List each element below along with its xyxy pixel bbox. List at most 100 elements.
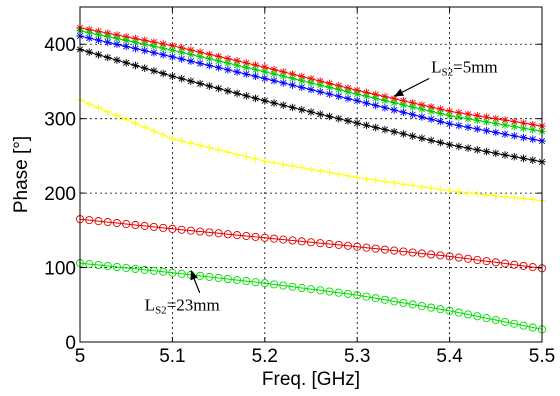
data-point xyxy=(344,94,352,103)
data-point xyxy=(187,57,195,65)
data-point xyxy=(316,81,325,89)
data-point xyxy=(224,59,232,67)
data-point xyxy=(316,167,325,175)
data-point xyxy=(390,246,399,255)
data-point xyxy=(85,34,94,42)
data-point xyxy=(242,152,251,161)
data-point xyxy=(482,257,491,266)
data-point xyxy=(131,38,140,47)
data-point xyxy=(399,180,408,188)
data-point xyxy=(103,53,112,62)
data-point xyxy=(261,67,269,76)
data-point xyxy=(371,244,380,253)
data-point xyxy=(205,143,214,152)
data-point xyxy=(381,177,389,186)
data-point xyxy=(427,136,435,145)
data-point xyxy=(242,92,251,100)
data-point xyxy=(214,273,223,283)
data-point xyxy=(491,258,500,267)
data-point xyxy=(380,245,389,254)
data-point xyxy=(362,175,371,183)
data-point xyxy=(242,63,251,72)
data-point xyxy=(214,229,223,238)
data-point xyxy=(269,234,279,243)
data-point xyxy=(306,238,316,247)
data-point xyxy=(140,123,149,131)
data-point xyxy=(501,192,509,201)
data-point xyxy=(501,121,509,129)
data-point xyxy=(159,50,167,59)
data-point xyxy=(279,72,288,81)
data-point xyxy=(334,288,343,297)
data-point xyxy=(473,146,482,154)
annotation-arrowhead xyxy=(190,270,198,281)
data-point xyxy=(159,267,168,276)
data-point xyxy=(316,88,325,96)
data-point xyxy=(362,99,371,107)
data-point xyxy=(464,310,473,319)
data-point xyxy=(94,260,103,270)
data-point xyxy=(353,97,361,105)
data-point xyxy=(371,176,380,184)
x-tick-label: 5.1 xyxy=(159,346,185,367)
data-point xyxy=(85,260,94,269)
data-point xyxy=(334,92,343,101)
data-point xyxy=(140,40,149,49)
data-point xyxy=(492,149,500,158)
data-point xyxy=(399,298,408,307)
data-point xyxy=(371,101,380,110)
data-point xyxy=(464,254,473,263)
data-point xyxy=(473,255,482,265)
y-tick-label: 0 xyxy=(65,333,76,354)
data-point xyxy=(417,301,426,311)
data-point xyxy=(288,236,297,245)
data-point xyxy=(344,88,352,96)
data-point xyxy=(371,123,380,132)
data-point xyxy=(492,128,500,137)
data-point xyxy=(519,124,528,132)
data-point xyxy=(510,117,519,126)
annotation-label: LS2=5mm xyxy=(431,58,498,79)
data-point xyxy=(464,123,472,132)
series-line xyxy=(79,262,543,330)
annotation-0: LS2=5mm xyxy=(393,58,498,97)
data-point xyxy=(113,56,121,64)
data-point xyxy=(149,222,158,231)
data-point xyxy=(390,106,398,114)
data-point xyxy=(482,190,491,199)
data-point xyxy=(131,220,140,230)
data-point xyxy=(491,315,500,325)
data-point xyxy=(445,140,454,149)
data-point xyxy=(251,94,260,103)
data-point xyxy=(242,70,251,78)
data-point xyxy=(510,193,519,202)
data-point xyxy=(381,125,389,134)
series-4 xyxy=(76,96,546,205)
data-point xyxy=(288,103,297,112)
x-tick-label: 5.2 xyxy=(252,346,278,367)
data-point xyxy=(418,183,426,191)
data-point xyxy=(196,271,205,280)
data-point xyxy=(427,115,435,124)
data-point xyxy=(224,148,232,156)
data-point xyxy=(251,72,260,81)
data-point xyxy=(168,134,177,143)
data-point xyxy=(150,127,158,135)
data-point xyxy=(307,79,315,87)
data-point xyxy=(519,154,528,163)
data-point xyxy=(316,110,325,118)
data-point xyxy=(94,50,103,59)
plot-frame xyxy=(79,6,543,343)
data-point xyxy=(168,53,177,61)
data-point xyxy=(224,66,232,74)
data-point xyxy=(454,308,463,317)
data-point xyxy=(519,321,528,330)
data-point xyxy=(445,111,454,120)
data-point xyxy=(464,144,472,152)
data-point xyxy=(436,251,445,260)
y-tick-label: 200 xyxy=(44,184,76,205)
data-point xyxy=(334,170,343,179)
data-point xyxy=(510,319,519,328)
data-point xyxy=(260,233,269,242)
